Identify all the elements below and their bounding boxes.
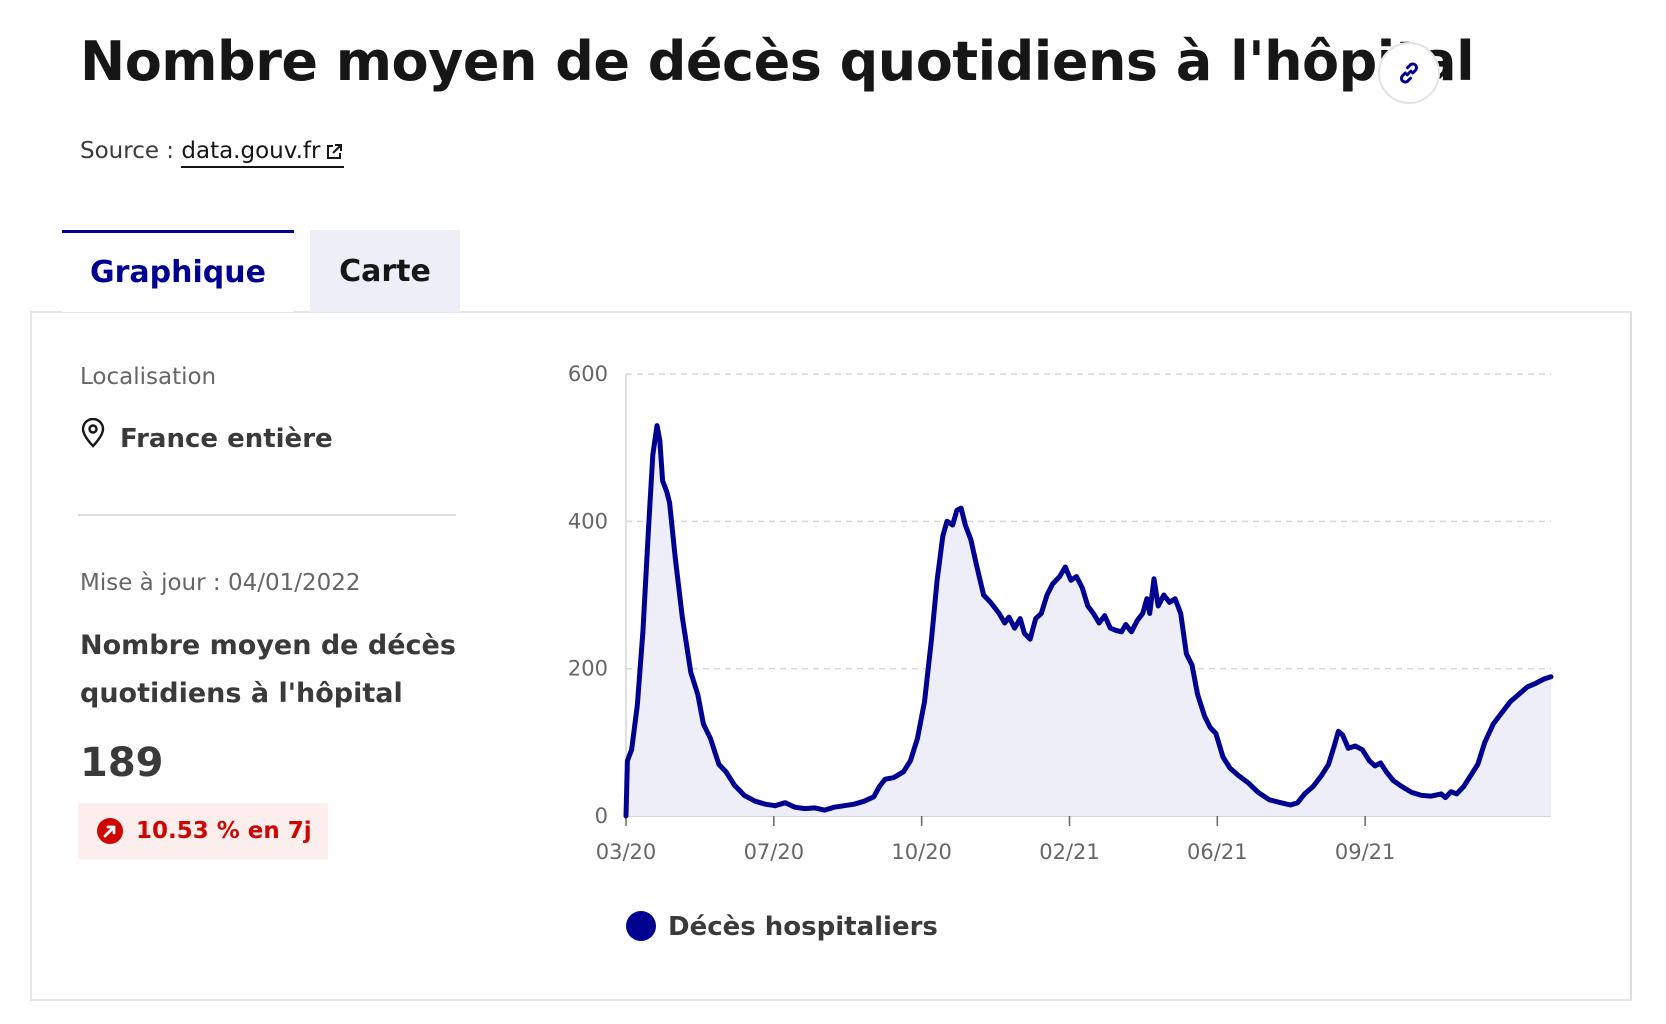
trend-text: 10.53 % en 7j [136,818,312,844]
x-tick-label: 10/20 [891,840,952,864]
legend-label: Décès hospitaliers [668,912,938,942]
y-tick-label: 400 [568,509,608,533]
x-tick-label: 06/21 [1187,840,1248,864]
y-tick-label: 200 [568,657,608,681]
source-link[interactable]: data.gouv.fr [181,138,345,168]
x-tick-label: 03/20 [596,840,657,864]
update-date: Mise à jour : 04/01/2022 [80,570,361,596]
tab-carte[interactable]: Carte [310,230,460,312]
link-icon [1400,62,1418,84]
metric-value: 189 [80,740,164,786]
metric-title: Nombre moyen de décès quotidiens à l'hôp… [80,630,456,709]
page-title: Nombre moyen de décès quotidiens à l'hôp… [80,30,1475,93]
x-tick-label: 07/20 [744,840,805,864]
location-value: France entière [120,424,333,454]
location-label: Localisation [80,364,217,390]
source-line: Source : data.gouv.fr [80,138,345,168]
content-panel [30,311,1632,1001]
x-tick-label: 09/21 [1335,840,1396,864]
arrow-up-right-icon [97,818,123,844]
tab-graphique[interactable]: Graphique [62,230,294,312]
map-pin-icon [81,418,105,448]
copy-link-button[interactable] [1378,42,1440,104]
trend-badge: 10.53 % en 7j [78,803,328,859]
source-label: Source : [80,138,175,164]
y-tick-label: 600 [568,362,608,386]
external-link-icon [327,143,343,159]
series-area [626,425,1551,816]
legend-marker [626,911,656,941]
y-tick-label: 0 [595,804,608,828]
source-link-text: data.gouv.fr [181,138,321,164]
sidebar-divider [78,514,456,516]
series-line [623,423,1554,819]
x-tick-label: 02/21 [1039,840,1100,864]
